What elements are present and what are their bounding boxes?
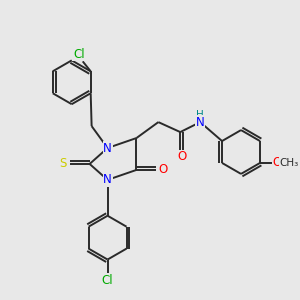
- Text: O: O: [159, 164, 168, 176]
- Text: N: N: [196, 116, 205, 129]
- Text: O: O: [272, 156, 282, 170]
- Text: N: N: [103, 173, 112, 186]
- Text: H: H: [196, 110, 204, 120]
- Text: Cl: Cl: [102, 274, 113, 287]
- Text: O: O: [178, 151, 187, 164]
- Text: S: S: [59, 158, 66, 170]
- Text: CH₃: CH₃: [279, 158, 298, 168]
- Text: N: N: [103, 142, 112, 154]
- Text: Cl: Cl: [73, 48, 85, 61]
